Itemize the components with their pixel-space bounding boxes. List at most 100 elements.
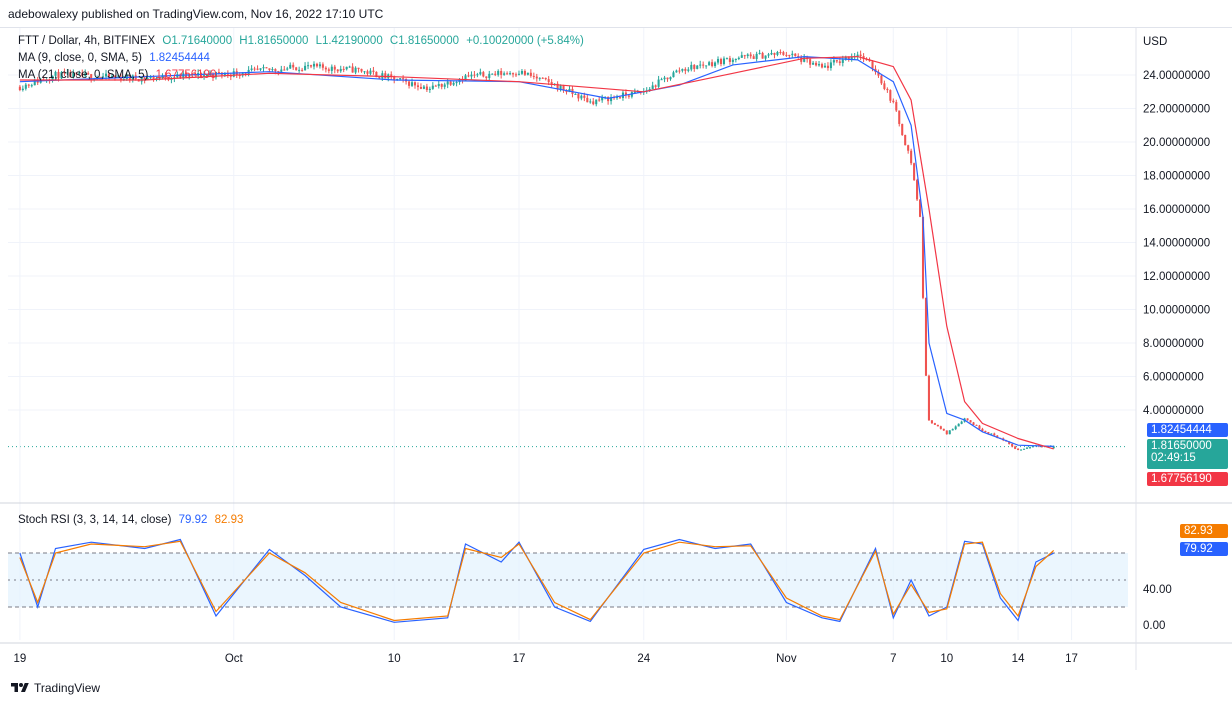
candle-body xyxy=(624,92,627,96)
candle-body xyxy=(90,74,93,80)
candle-body xyxy=(143,77,146,80)
candle-body xyxy=(149,76,152,79)
candle-body xyxy=(678,70,681,72)
candle-body xyxy=(693,64,696,69)
candle-body xyxy=(164,75,167,80)
candle-body xyxy=(113,76,116,78)
candle-body xyxy=(402,78,405,80)
candle-body xyxy=(666,77,669,80)
candle-body xyxy=(464,75,467,81)
candle-body xyxy=(393,76,396,80)
candle-body xyxy=(54,71,57,76)
candle-body xyxy=(75,72,78,74)
candle-body xyxy=(871,61,874,69)
candle-body xyxy=(57,71,60,79)
candle-body xyxy=(437,84,440,87)
symbol-title[interactable]: FTT / Dollar, 4h, BITFINEX xyxy=(18,35,156,47)
candle-body xyxy=(657,79,660,87)
candle-body xyxy=(880,75,883,84)
candle-body xyxy=(779,51,782,53)
candle-body xyxy=(832,60,835,63)
candle-body xyxy=(351,66,354,73)
price-tick-label: 8.00000000 xyxy=(1143,338,1204,350)
candle-body xyxy=(586,97,589,103)
price-tick-label: 10.00000000 xyxy=(1143,305,1210,317)
candle-body xyxy=(794,53,797,56)
candle-body xyxy=(509,73,512,75)
candle-body xyxy=(737,57,740,60)
candle-body xyxy=(1025,447,1029,449)
last-price-label: 1.81650000 02:49:15 xyxy=(1147,439,1228,469)
candle-body xyxy=(375,71,378,78)
candle-body xyxy=(30,85,33,87)
candle-body xyxy=(324,67,327,70)
candle-body xyxy=(232,71,235,77)
candle-body xyxy=(390,74,393,77)
candle-body xyxy=(907,145,910,151)
candle-body xyxy=(244,73,247,75)
candle-body xyxy=(24,84,27,89)
candle-body xyxy=(788,54,791,56)
candle-body xyxy=(422,86,425,89)
stoch-k-label: 79.92 xyxy=(1180,542,1228,556)
candle-body xyxy=(440,84,443,87)
candle-body xyxy=(568,88,571,93)
ma9-line xyxy=(19,55,1054,447)
candle-body xyxy=(592,101,595,105)
candle-countdown: 02:49:15 xyxy=(1151,452,1196,464)
ohlc-open: O1.71640000 xyxy=(162,35,233,47)
candle-body xyxy=(360,68,363,72)
ma21-legend[interactable]: MA (21, close, 0, SMA, 5) 1.67756190 xyxy=(18,69,220,81)
candle-body xyxy=(345,66,348,70)
moving-averages xyxy=(19,55,1054,450)
candles xyxy=(18,49,1055,451)
candle-body xyxy=(488,73,491,78)
candle-body xyxy=(470,74,473,77)
candle-body xyxy=(110,76,114,78)
candle-body xyxy=(954,426,957,430)
candle-body xyxy=(719,59,723,65)
time-tick-label: 14 xyxy=(1012,653,1025,665)
candle-body xyxy=(913,163,916,181)
candle-body xyxy=(286,68,289,70)
candle-body xyxy=(672,72,675,78)
candle-body xyxy=(684,68,687,71)
stoch-d-label: 82.93 xyxy=(1180,524,1228,538)
candle-body xyxy=(268,68,271,70)
candle-body xyxy=(829,62,832,69)
candle-body xyxy=(211,73,215,78)
candle-body xyxy=(425,86,428,90)
candle-body xyxy=(764,55,767,59)
candle-body xyxy=(497,71,500,75)
candle-body xyxy=(728,58,731,62)
candle-body xyxy=(990,433,993,435)
candle-body xyxy=(60,72,63,79)
stoch-legend[interactable]: Stoch RSI (3, 3, 14, 14, close) 79.92 82… xyxy=(18,514,247,526)
candle-body xyxy=(847,57,850,60)
candle-body xyxy=(740,55,743,58)
candle-body xyxy=(930,420,933,424)
candle-body xyxy=(214,72,217,78)
footer[interactable]: TradingView xyxy=(10,681,100,695)
ma9-legend[interactable]: MA (9, close, 0, SMA, 5) 1.82454444 xyxy=(18,52,214,64)
candle-body xyxy=(960,421,963,424)
candle-body xyxy=(663,77,666,80)
candle-body xyxy=(206,75,209,77)
candle-body xyxy=(410,82,414,86)
candle-body xyxy=(33,79,36,86)
stoch-band xyxy=(8,552,1128,608)
candle-body xyxy=(820,64,824,68)
candle-body xyxy=(755,53,758,59)
candle-body xyxy=(618,97,622,99)
candle-body xyxy=(574,93,577,95)
candle-body xyxy=(265,67,268,69)
candle-body xyxy=(598,99,601,101)
candle-body xyxy=(538,77,541,79)
candle-body xyxy=(517,73,521,75)
candle-body xyxy=(722,58,726,65)
stoch-label: Stoch RSI (3, 3, 14, 14, close) xyxy=(18,514,172,526)
candle-body xyxy=(901,123,904,136)
candle-body xyxy=(170,78,173,80)
candle-body xyxy=(381,73,384,79)
